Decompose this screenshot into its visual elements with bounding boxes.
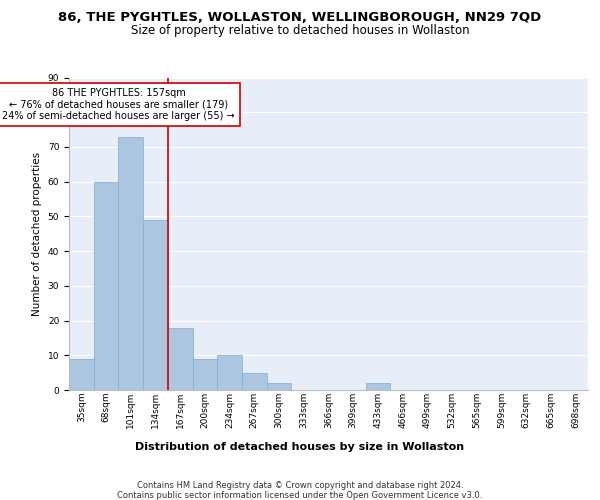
Bar [217,356,242,390]
Y-axis label: Number of detached properties: Number of detached properties [32,152,42,316]
Text: Distribution of detached houses by size in Wollaston: Distribution of detached houses by size … [136,442,464,452]
Text: 86, THE PYGHTLES, WOLLASTON, WELLINGBOROUGH, NN29 7QD: 86, THE PYGHTLES, WOLLASTON, WELLINGBORO… [58,11,542,24]
Bar [118,136,143,390]
Text: Size of property relative to detached houses in Wollaston: Size of property relative to detached ho… [131,24,469,37]
Bar [94,182,118,390]
Bar [365,383,390,390]
Bar [267,383,292,390]
Bar [242,372,267,390]
Bar [143,220,168,390]
Bar [193,359,217,390]
Text: 86 THE PYGHTLES: 157sqm
← 76% of detached houses are smaller (179)
24% of semi-d: 86 THE PYGHTLES: 157sqm ← 76% of detache… [2,88,235,121]
Text: Contains HM Land Registry data © Crown copyright and database right 2024.: Contains HM Land Registry data © Crown c… [137,481,463,490]
Bar [168,328,193,390]
Text: Contains public sector information licensed under the Open Government Licence v3: Contains public sector information licen… [118,491,482,500]
Bar [69,359,94,390]
